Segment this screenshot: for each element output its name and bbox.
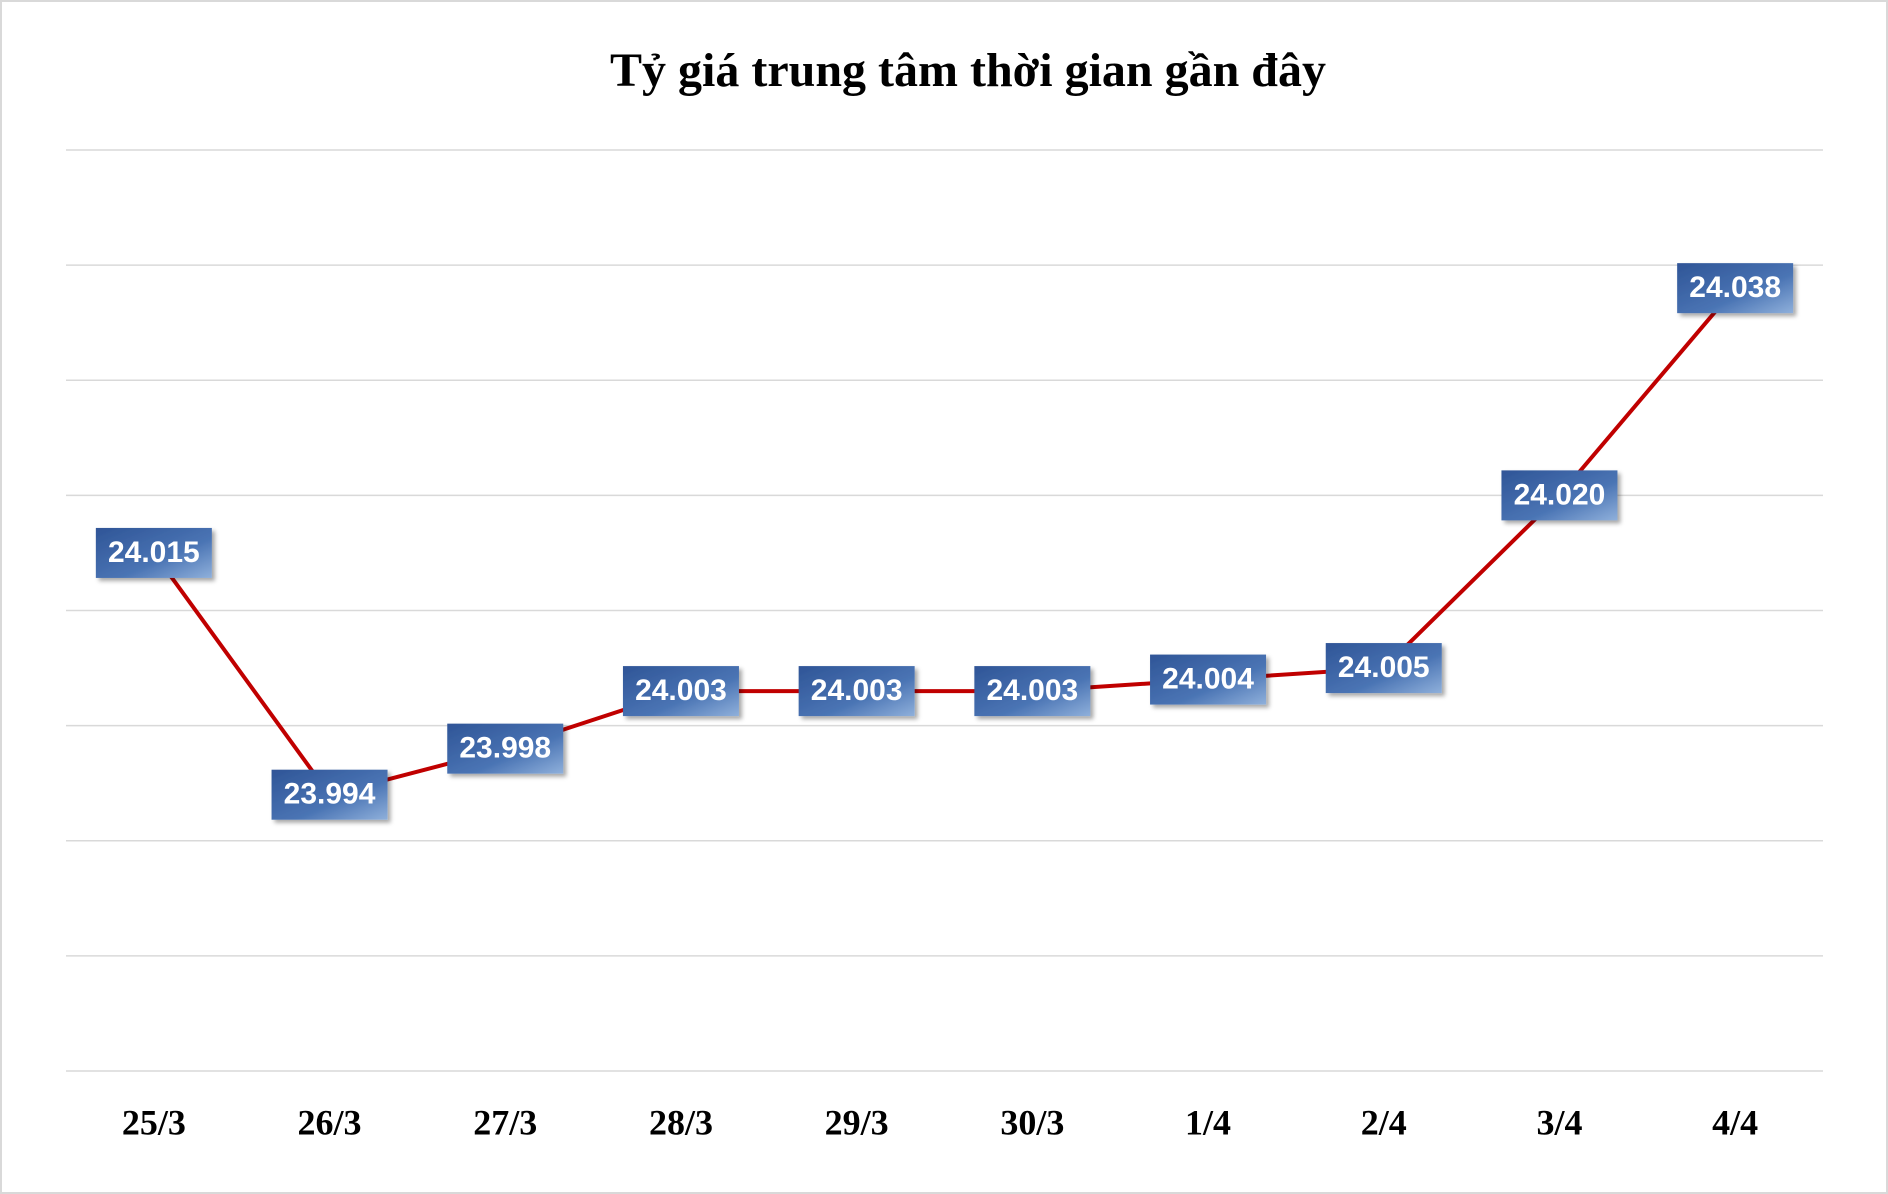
data-label: 23.994 (284, 778, 376, 811)
x-tick-label: 26/3 (298, 1102, 362, 1142)
data-label-box (974, 666, 1091, 717)
x-tick-label: 4/4 (1712, 1102, 1758, 1142)
x-tick-label: 25/3 (122, 1102, 186, 1142)
data-label-group: 24.003 (974, 666, 1091, 717)
data-label-group: 24.003 (622, 666, 739, 717)
data-label: 24.003 (635, 674, 727, 707)
data-label-box (1150, 654, 1267, 705)
data-label: 24.003 (986, 674, 1078, 707)
data-label: 24.020 (1514, 478, 1606, 511)
data-label: 24.015 (108, 536, 200, 569)
data-label-group: 24.020 (1501, 470, 1618, 521)
data-label-group: 24.004 (1150, 654, 1267, 705)
data-label-box (1325, 643, 1442, 694)
data-label: 23.998 (459, 732, 551, 765)
chart-title: Tỷ giá trung tâm thời gian gần đây (610, 44, 1326, 97)
data-label-group: 24.003 (798, 666, 915, 717)
x-tick-label: 29/3 (825, 1102, 889, 1142)
data-label: 24.005 (1338, 651, 1430, 684)
data-label-group: 24.015 (95, 527, 212, 578)
data-line (152, 286, 1737, 797)
x-tick-label: 27/3 (473, 1102, 537, 1142)
x-tick-label: 3/4 (1536, 1102, 1582, 1142)
data-label-box (95, 527, 212, 578)
x-tick-label: 2/4 (1361, 1102, 1407, 1142)
data-label-box (1501, 470, 1618, 521)
data-label-box (1677, 263, 1794, 314)
x-tick-label: 28/3 (649, 1102, 713, 1142)
data-label-box (798, 666, 915, 717)
data-label-group: 24.038 (1677, 263, 1794, 314)
x-tick-label: 30/3 (1000, 1102, 1064, 1142)
data-label: 24.003 (811, 674, 903, 707)
data-label-group: 23.998 (447, 723, 564, 774)
data-label-group: 24.005 (1325, 643, 1442, 694)
data-label-box (271, 769, 388, 820)
data-label-box (447, 723, 564, 774)
x-tick-label: 1/4 (1185, 1102, 1231, 1142)
data-label: 24.004 (1162, 662, 1254, 695)
data-label-box (622, 666, 739, 717)
data-label-group: 23.994 (271, 769, 388, 820)
data-label: 24.038 (1689, 271, 1781, 304)
